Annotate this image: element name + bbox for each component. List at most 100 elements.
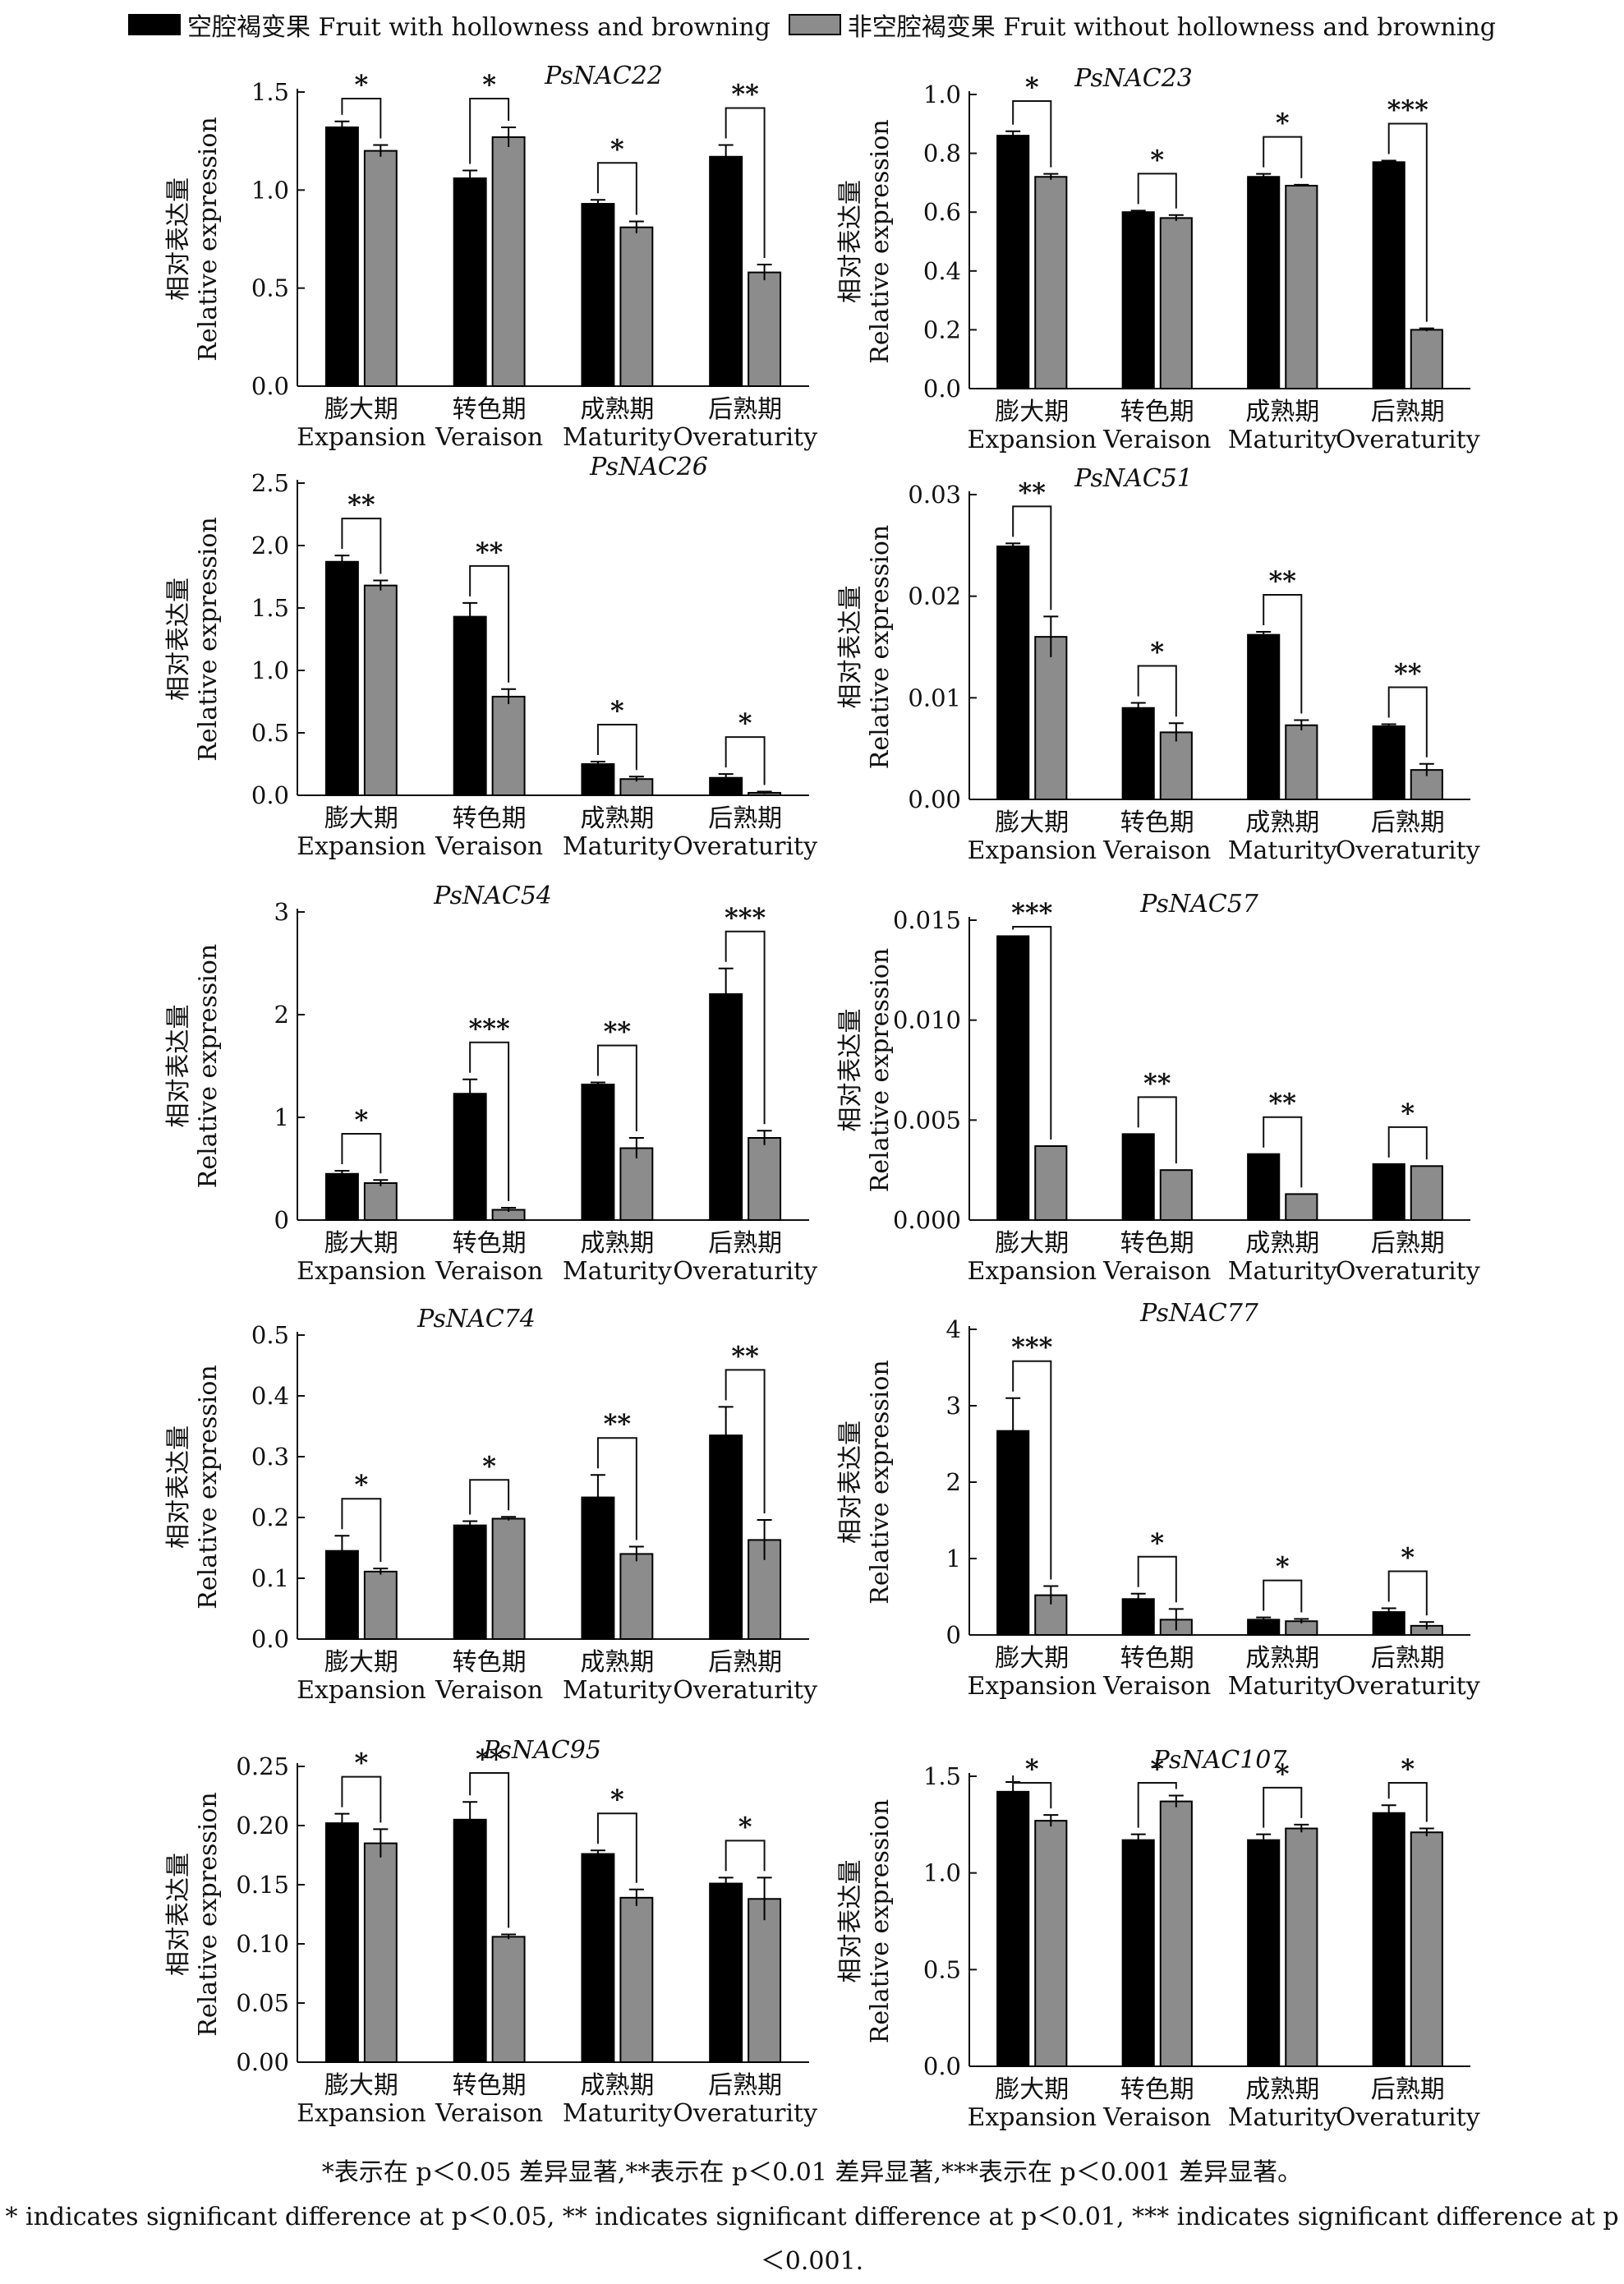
- x-tick-label-cn: 转色期: [1120, 398, 1194, 426]
- significance-bracket: [725, 1369, 766, 1513]
- significance-bracket: [341, 1498, 382, 1563]
- y-tick-label: 0.00: [236, 2048, 289, 2076]
- significance-mark: ***: [1011, 897, 1052, 928]
- x-tick-label-en: Maturity: [1228, 836, 1337, 865]
- x-tick-label-en: Overaturity: [673, 832, 817, 861]
- x-tick-label-en: Maturity: [563, 423, 672, 452]
- bar-normal-1: [1034, 636, 1068, 801]
- significance-mark: *: [1401, 1541, 1415, 1573]
- significance-mark: **: [1143, 1067, 1171, 1098]
- x-tick-label-en: Veraison: [1102, 836, 1211, 865]
- significance-mark: *: [482, 69, 496, 100]
- legend-item-normal: 非空腔褐变果 Fruit without hollowness and brow…: [788, 7, 1496, 43]
- significance-bracket: [469, 98, 510, 164]
- x-tick-label-en: Maturity: [1228, 426, 1337, 454]
- y-tick-label: 1.0: [251, 656, 289, 684]
- x-tick-label-en: Veraison: [1102, 1672, 1211, 1701]
- significance-bracket: [341, 1775, 382, 1823]
- bar-hollow-3: [1247, 1839, 1281, 2067]
- y-tick-label: 0.3: [251, 1443, 289, 1471]
- y-tick-label: 0.5: [923, 1955, 961, 1983]
- bar-hollow-2: [453, 177, 487, 387]
- bar-hollow-3: [1247, 1153, 1281, 1221]
- significance-mark: *: [482, 1450, 496, 1481]
- x-tick-label-en: Overaturity: [1336, 1257, 1480, 1286]
- footnote-line-en: * indicates significant difference at p＜…: [5, 2203, 1619, 2276]
- x-tick-label-cn: 成熟期: [580, 1229, 654, 1258]
- x-tick-label-en: Maturity: [1228, 1257, 1337, 1286]
- significance-mark: *: [610, 1784, 624, 1815]
- bar-hollow-1: [324, 560, 359, 796]
- x-tick-label-en: Overaturity: [1336, 836, 1480, 865]
- bar-hollow-2: [453, 1093, 487, 1221]
- chart-title: PsNAC57: [1139, 890, 1259, 919]
- x-tick-label-cn: 后熟期: [1371, 1644, 1445, 1673]
- y-tick-label: 0.005: [893, 1106, 961, 1134]
- bar-normal-1: [363, 1842, 398, 2064]
- significance-bracket: [1387, 1570, 1428, 1616]
- bar-hollow-3: [581, 203, 615, 387]
- significance-mark: **: [476, 536, 504, 568]
- bar-hollow-4: [709, 155, 743, 387]
- x-tick-label-en: Maturity: [563, 1257, 672, 1286]
- chart-title: PsNAC77: [1139, 1299, 1259, 1328]
- significance-bracket: [1012, 1360, 1052, 1580]
- x-tick-label-en: Maturity: [563, 832, 672, 861]
- significance-bracket: [1012, 1775, 1052, 1809]
- x-tick-label-en: Veraison: [1102, 2103, 1211, 2132]
- x-tick-label-en: Expansion: [967, 1672, 1097, 1701]
- x-tick-label-en: Overaturity: [673, 1676, 817, 1705]
- y-tick-label: 1: [274, 1103, 289, 1131]
- bar-hollow-2: [1121, 211, 1155, 390]
- y-axis-label-cn: 相对表达量: [836, 1009, 865, 1132]
- bar-normal-3: [619, 1147, 654, 1221]
- y-tick-label: 0.25: [236, 1752, 289, 1780]
- x-tick-label-cn: 成熟期: [1245, 2075, 1319, 2104]
- y-axis-label-en: Relative expression: [194, 1365, 223, 1609]
- significance-mark: *: [610, 133, 624, 164]
- bar-normal-1: [1034, 1144, 1068, 1222]
- significance-mark: **: [604, 1408, 632, 1439]
- x-tick-label-cn: 转色期: [1120, 808, 1194, 837]
- significance-bracket: [1387, 686, 1428, 757]
- y-tick-label: 0.015: [893, 906, 961, 934]
- bar-normal-4: [748, 1898, 782, 2064]
- y-tick-label: 0.0: [251, 781, 289, 809]
- x-tick-label-en: Maturity: [1228, 2103, 1337, 2132]
- chart-psnac107: 0.0 0.5 1.0 1.5 相对表达量 Relative expression PsNA…: [836, 1746, 1480, 2132]
- significance-mark: ***: [1387, 94, 1428, 126]
- x-tick-label-cn: 后熟期: [1371, 398, 1445, 426]
- x-tick-label-en: Veraison: [435, 423, 543, 452]
- y-tick-label: 0.0: [251, 1625, 289, 1653]
- y-tick-label: 2.0: [251, 532, 289, 559]
- x-tick-label-cn: 成熟期: [580, 395, 654, 424]
- legend-swatch-normal: [788, 14, 841, 35]
- y-axis-label-en: Relative expression: [194, 1792, 223, 2036]
- x-tick-label-cn: 转色期: [453, 1648, 527, 1677]
- x-tick-label-cn: 成熟期: [1245, 398, 1319, 426]
- bar-normal-2: [1159, 1169, 1193, 1221]
- bar-hollow-1: [996, 1790, 1030, 2067]
- y-tick-label: 2.5: [251, 469, 289, 497]
- significance-mark: *: [1150, 637, 1164, 668]
- x-tick-label-cn: 成熟期: [1245, 808, 1319, 837]
- x-tick-label-en: Maturity: [563, 1676, 672, 1705]
- bar-hollow-2: [1121, 1839, 1155, 2067]
- significance-bracket: [1263, 1116, 1303, 1188]
- bar-hollow-1: [996, 135, 1030, 389]
- bar-hollow-1: [996, 1430, 1030, 1636]
- y-axis-label-cn: 相对表达量: [836, 1860, 865, 1983]
- bar-normal-2: [1159, 1800, 1193, 2067]
- significance-bracket: [1387, 1782, 1428, 1822]
- x-tick-label-en: Overaturity: [1336, 426, 1480, 454]
- y-tick-label: 2: [274, 1001, 289, 1029]
- bar-normal-1: [363, 1570, 398, 1640]
- significance-mark: **: [1019, 477, 1047, 508]
- y-axis-label-en: Relative expression: [194, 117, 223, 361]
- y-tick-label: 0: [274, 1206, 289, 1234]
- x-tick-label-en: Overaturity: [1336, 1672, 1480, 1701]
- bar-normal-1: [363, 584, 398, 797]
- chart-title: PsNAC74: [416, 1305, 536, 1333]
- legend-swatch-hollow: [128, 14, 181, 35]
- significance-mark: *: [738, 1811, 752, 1842]
